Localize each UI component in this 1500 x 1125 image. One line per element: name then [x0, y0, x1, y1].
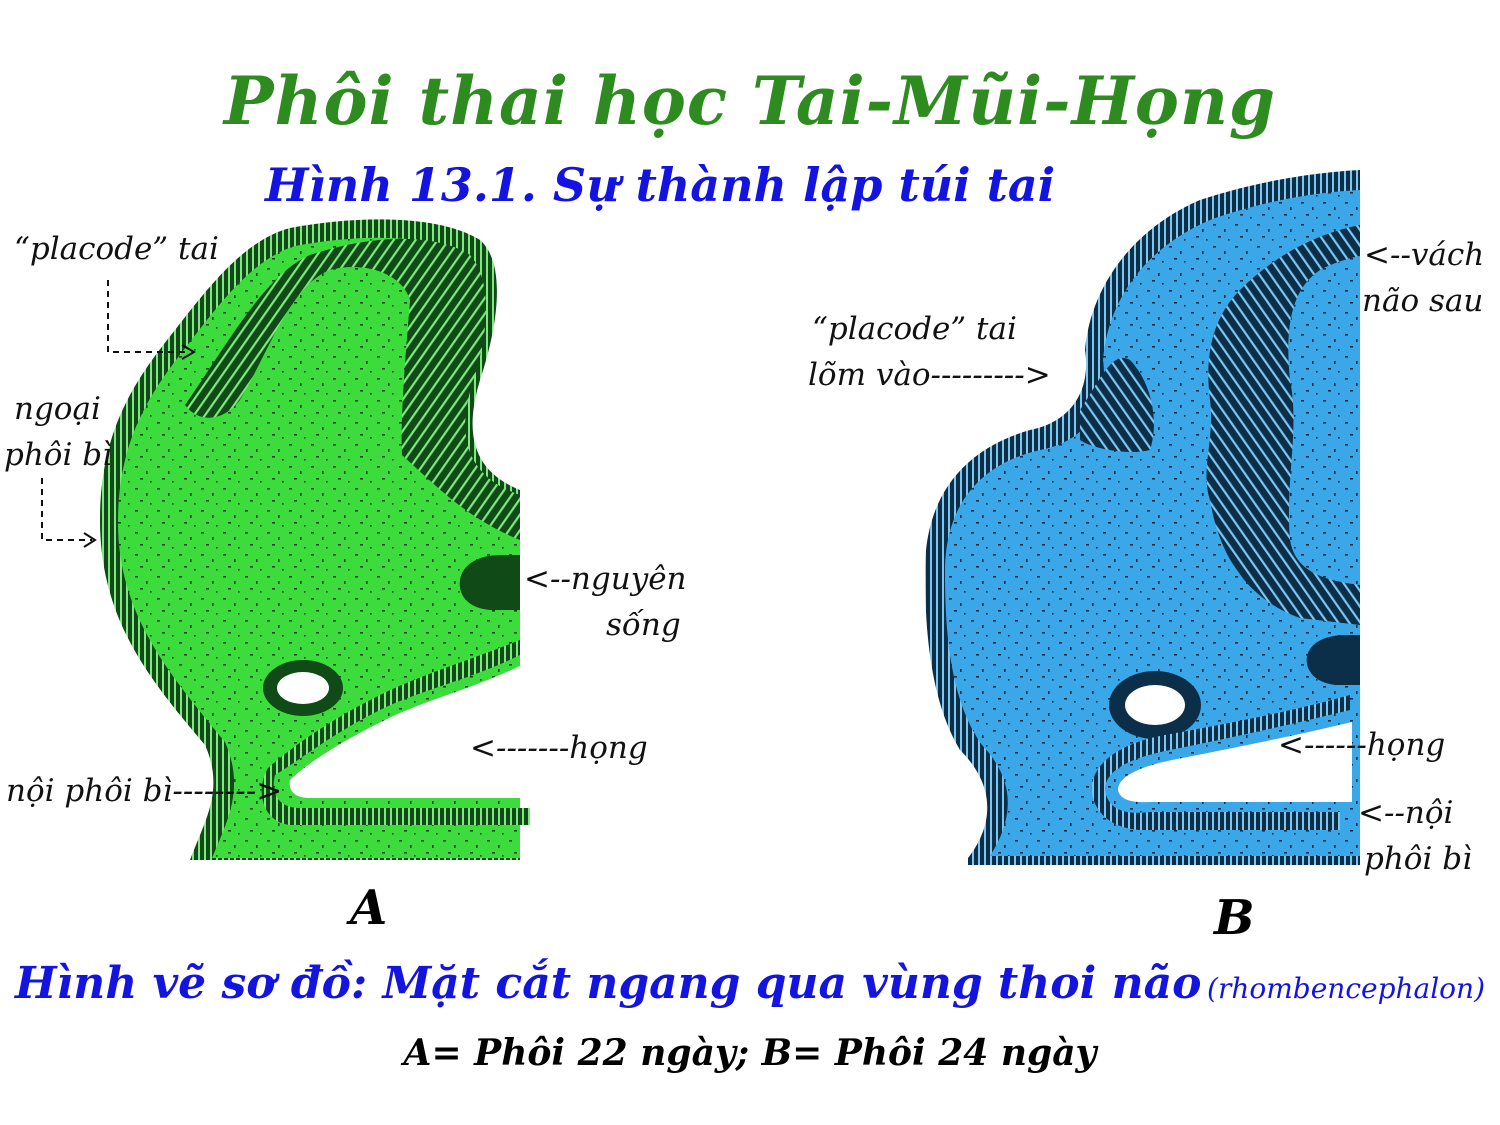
label-b-noi: <--nội	[1358, 795, 1454, 831]
panel-b-placode	[1080, 358, 1154, 452]
panel-b-letter: B	[1214, 890, 1255, 946]
label-b-hong: <------họng	[1278, 727, 1446, 763]
caption-line-2: A= Phôi 22 ngày; B= Phôi 24 ngày	[403, 1032, 1097, 1074]
caption-main: Hình vẽ sơ đồ: Mặt cắt ngang qua vùng th…	[14, 958, 1202, 1009]
panel-a-vessel-lumen	[277, 672, 329, 704]
panel-b-section	[925, 170, 1360, 865]
label-b-nao-sau: não sau	[1362, 283, 1484, 319]
page-title: Phôi thai học Tai-Mũi-Họng	[223, 62, 1277, 140]
label-a-ngoai: ngoại	[14, 391, 101, 427]
label-b-vach: <--vách	[1364, 237, 1485, 273]
panel-a-letter: A	[350, 880, 388, 936]
panel-b-notochord	[1306, 635, 1360, 685]
panel-b-endoderm	[1091, 695, 1350, 830]
panel-b-hindbrain-wall	[1206, 225, 1360, 625]
label-a-placode: “placode” tai	[14, 231, 219, 267]
panel-a-section	[100, 219, 532, 860]
panel-a-neural-wall	[185, 238, 520, 541]
panel-a-notochord	[459, 555, 520, 610]
label-b-phoi-bi: phôi bì	[1364, 841, 1473, 877]
label-a-noi-phoi-bi: nội phôi bì-------->	[6, 773, 283, 809]
panel-a-endoderm	[261, 640, 530, 825]
label-a-phoi-bi: phôi bì	[4, 437, 113, 473]
caption-note: (rhombencephalon)	[1207, 972, 1485, 1005]
caption-line-1: Hình vẽ sơ đồ: Mặt cắt ngang qua vùng th…	[0, 958, 1500, 1009]
panel-b-vessel-lumen	[1125, 685, 1185, 725]
panel-a-pharynx	[289, 665, 532, 798]
label-a-hong: <-------họng	[470, 730, 648, 766]
label-b-placode: “placode” tai	[812, 311, 1017, 347]
label-a-song: sống	[606, 607, 681, 643]
label-b-lom-vao: lõm vào--------->	[808, 357, 1051, 393]
panel-b-pharynx	[1118, 722, 1352, 803]
label-a-nguyen: <--nguyên	[524, 561, 687, 597]
panel-a-inner-mesenchyme	[240, 267, 410, 466]
figure-subtitle: Hình 13.1. Sự thành lập túi tai	[265, 158, 1056, 212]
